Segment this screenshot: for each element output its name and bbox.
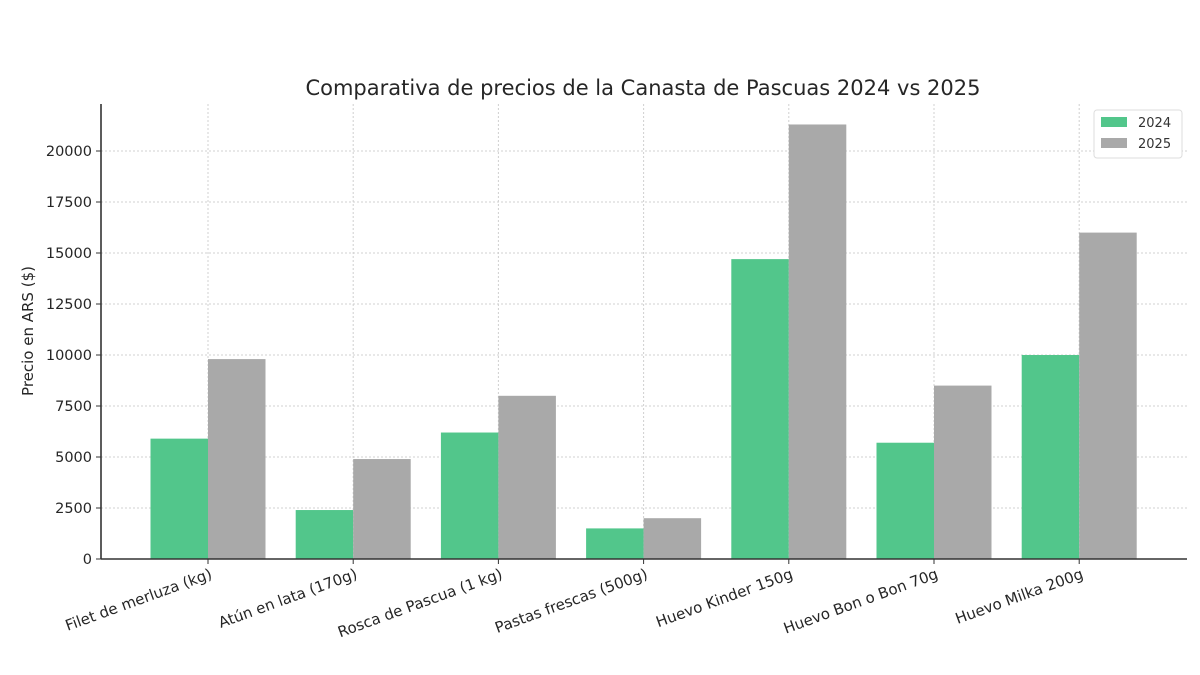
bar-2024 [731,259,789,559]
y-tick-label: 2500 [55,501,92,517]
bar-2024 [876,442,934,559]
y-tick-label: 12500 [46,297,92,313]
bar-2024 [1021,355,1080,559]
x-tick-label: Rosca de Pascua (1 kg) [335,565,504,641]
legend-label-2025: 2025 [1138,137,1171,152]
x-tick-label: Huevo Kinder 150g [654,565,796,631]
x-tick-label: Pastas frescas (500g) [492,565,650,637]
y-tick-label: 17500 [46,195,92,211]
legend-swatch-2025 [1101,138,1127,148]
legend-label-2024: 2024 [1138,116,1171,131]
y-axis-ticks: 0 2500 5000 7500 10000 12500 15000 17500 20000 [46,144,101,568]
legend: 2024 2025 [1093,109,1183,159]
y-tick-label: 0 [83,552,92,568]
y-tick-label: 20000 [46,144,92,160]
y-tick-label: 5000 [55,450,92,466]
x-tick-label: Filet de merluza (kg) [63,565,215,635]
x-axis-ticks: Filet de merluza (kg) Atún en lata (170g)… [63,559,1086,641]
bar-2024 [150,438,208,559]
bar-2024 [586,528,644,559]
bar-2025 [353,459,411,559]
y-axis-label: Precio en ARS ($) [19,266,37,396]
y-tick-label: 7500 [55,399,92,415]
legend-swatch-2024 [1101,117,1127,127]
bar-2025 [498,395,556,559]
bar-2025 [934,385,992,559]
gridlines [101,104,1187,559]
bar-2024 [440,432,499,559]
bar-2025 [643,518,702,559]
chart-title: Comparativa de precios de la Canasta de … [305,76,980,100]
y-tick-label: 15000 [46,246,92,262]
x-tick-label: Huevo Bon o Bon 70g [781,565,940,638]
bar-2024 [295,510,354,559]
bars [150,124,1137,559]
x-tick-label: Atún en lata (170g) [216,565,360,632]
bar-2025 [208,359,266,559]
x-tick-label: Huevo Milka 200g [953,565,1086,628]
bar-2025 [788,124,847,559]
y-tick-label: 10000 [46,348,92,364]
bar-2025 [1079,232,1137,559]
